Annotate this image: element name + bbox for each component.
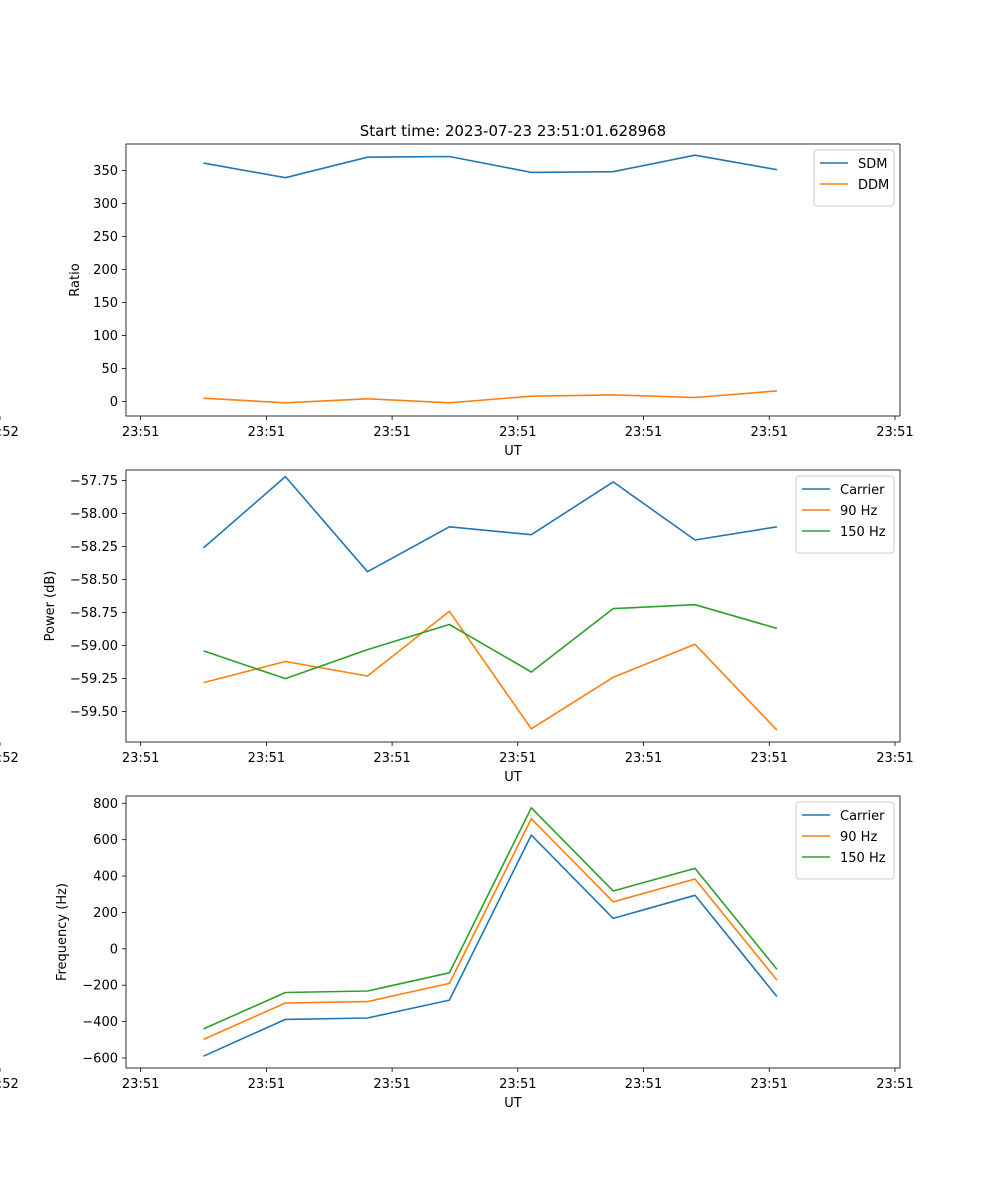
x-tick-label: 23:52 — [0, 751, 19, 766]
chart-panel-1: Start time: 2023-07-23 23:51:01.628968 23… — [0, 122, 914, 459]
y-axis-label: Power (dB) — [43, 571, 58, 642]
chart-title: Start time: 2023-07-23 23:51:01.628968 — [360, 122, 666, 140]
x-tick-label: 23:51 — [373, 1077, 410, 1092]
y-tick-label: −58.75 — [70, 606, 118, 621]
x-tick-label: 23:51 — [876, 1077, 913, 1092]
series-line-carrier — [203, 834, 778, 1057]
series-line-carrier — [202, 475, 778, 573]
legend-label: 90 Hz — [840, 830, 877, 845]
x-tick-label: 23:51 — [499, 1077, 536, 1092]
legend-label: 90 Hz — [840, 504, 877, 519]
legend — [795, 801, 895, 880]
x-tick-label: 23:51 — [248, 425, 285, 440]
x-axis-label: UT — [504, 1096, 522, 1111]
x-tick-label: 23:51 — [122, 751, 159, 766]
series-line-90-hz — [203, 817, 778, 1041]
x-tick-label: 23:51 — [876, 751, 913, 766]
legend-label: DDM — [858, 178, 889, 193]
y-tick-label: 250 — [93, 230, 118, 245]
y-tick-label: −57.75 — [70, 474, 118, 489]
legend-label: SDM — [858, 157, 887, 172]
y-tick-label: 600 — [93, 833, 118, 848]
plot-frame — [125, 143, 901, 417]
y-tick-label: 200 — [93, 263, 118, 278]
y-tick-label: 400 — [93, 870, 118, 885]
legend — [795, 475, 895, 554]
y-tick-label: −59.50 — [70, 705, 118, 720]
y-tick-label: −58.50 — [70, 573, 118, 588]
plot-frame — [125, 795, 901, 1069]
y-tick-label: 300 — [93, 197, 118, 212]
x-tick-label: 23:52 — [0, 425, 19, 440]
legend-label: Carrier — [840, 809, 885, 824]
x-tick-label: 23:51 — [122, 1077, 159, 1092]
x-tick-label: 23:51 — [625, 425, 662, 440]
x-tick-label: 23:51 — [625, 751, 662, 766]
legend-label: 150 Hz — [840, 851, 886, 866]
y-tick-label: 0 — [110, 395, 118, 410]
x-tick-label: 23:51 — [248, 751, 285, 766]
x-tick-label: 23:51 — [876, 425, 913, 440]
chart-panel-3: 23:51 23:51 23:51 23:51 23:51 23:51 23:51 23:52… — [0, 795, 914, 1111]
x-tick-label: 23:51 — [122, 425, 159, 440]
y-tick-label: 350 — [93, 164, 118, 179]
chart-panel-2: 23:51 23:51 23:51 23:51 23:51 23:51 23:51 23:52… — [0, 469, 914, 785]
y-tick-label: −59.00 — [70, 639, 118, 654]
y-tick-label: 800 — [93, 797, 118, 812]
series-line-90-hz — [203, 610, 778, 731]
x-tick-label: 23:51 — [751, 425, 788, 440]
y-tick-label: −200 — [82, 979, 118, 994]
y-tick-label: −58.00 — [70, 507, 118, 522]
y-axis-label: Frequency (Hz) — [55, 883, 70, 981]
legend-label: Carrier — [840, 483, 885, 498]
y-tick-label: −59.25 — [70, 672, 118, 687]
x-tick-label: 23:51 — [625, 1077, 662, 1092]
y-tick-label: −600 — [82, 1051, 118, 1066]
x-tick-label: 23:51 — [373, 751, 410, 766]
x-tick-label: 23:51 — [499, 751, 536, 766]
x-axis-label: UT — [504, 444, 522, 459]
x-tick-label: 23:51 — [751, 1077, 788, 1092]
y-tick-label: −400 — [82, 1015, 118, 1030]
y-axis-label: Ratio — [68, 263, 83, 296]
y-tick-label: 150 — [93, 296, 118, 311]
y-tick-label: 200 — [93, 906, 118, 921]
series-line-ddm — [203, 390, 777, 404]
x-tick-label: 23:51 — [751, 751, 788, 766]
x-tick-label: 23:51 — [499, 425, 536, 440]
series-line-sdm — [203, 154, 778, 179]
plot-frame — [125, 469, 901, 743]
y-tick-label: 50 — [101, 362, 118, 377]
x-tick-label: 23:51 — [373, 425, 410, 440]
series-line-150-hz — [203, 603, 778, 680]
x-tick-label: 23:52 — [0, 1077, 19, 1092]
legend — [813, 149, 895, 207]
y-tick-label: 0 — [110, 942, 118, 957]
x-axis-label: UT — [504, 770, 522, 785]
y-tick-label: 100 — [93, 329, 118, 344]
y-tick-label: −58.25 — [70, 540, 118, 555]
series-line-150-hz — [203, 806, 778, 1030]
legend-label: 150 Hz — [840, 525, 886, 540]
x-tick-label: 23:51 — [248, 1077, 285, 1092]
